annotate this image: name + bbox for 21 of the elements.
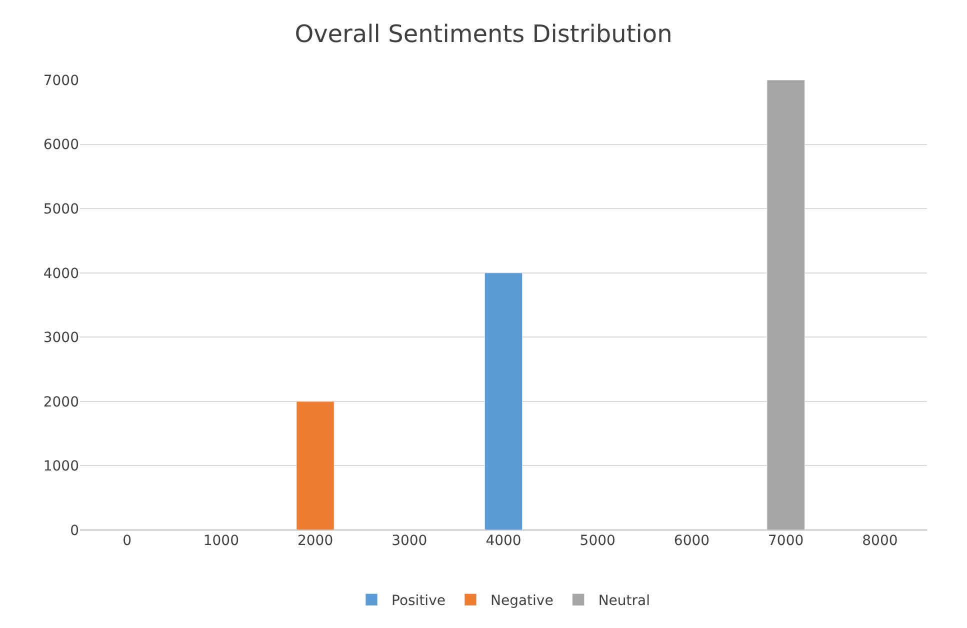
x-tick-label: 0 bbox=[122, 533, 132, 549]
y-tick-label: 0 bbox=[70, 522, 79, 539]
y-tick-label: 7000 bbox=[43, 72, 79, 89]
x-tick-label: 1000 bbox=[203, 533, 239, 549]
y-tick-label: 4000 bbox=[43, 266, 79, 282]
y-tick-label: 5000 bbox=[43, 201, 79, 218]
legend-label: Neutral bbox=[598, 593, 650, 610]
x-tick-label: 2000 bbox=[297, 533, 334, 549]
x-tick-label: 4000 bbox=[486, 533, 522, 549]
x-tick-label: 6000 bbox=[674, 533, 710, 549]
y-tick-label: 6000 bbox=[43, 137, 79, 154]
legend-label: Negative bbox=[490, 593, 554, 610]
x-tick-label: 5000 bbox=[580, 533, 616, 549]
y-tick-label: 1000 bbox=[43, 458, 79, 475]
chart-title: Overall Sentiments Distribution bbox=[294, 20, 672, 48]
x-tick-label: 3000 bbox=[392, 533, 428, 549]
x-tick-label: 8000 bbox=[862, 533, 898, 549]
x-tick-label: 7000 bbox=[768, 533, 804, 549]
y-tick-label: 2000 bbox=[43, 394, 79, 410]
y-tick-label: 3000 bbox=[43, 330, 79, 346]
legend-label: Positive bbox=[392, 593, 446, 610]
